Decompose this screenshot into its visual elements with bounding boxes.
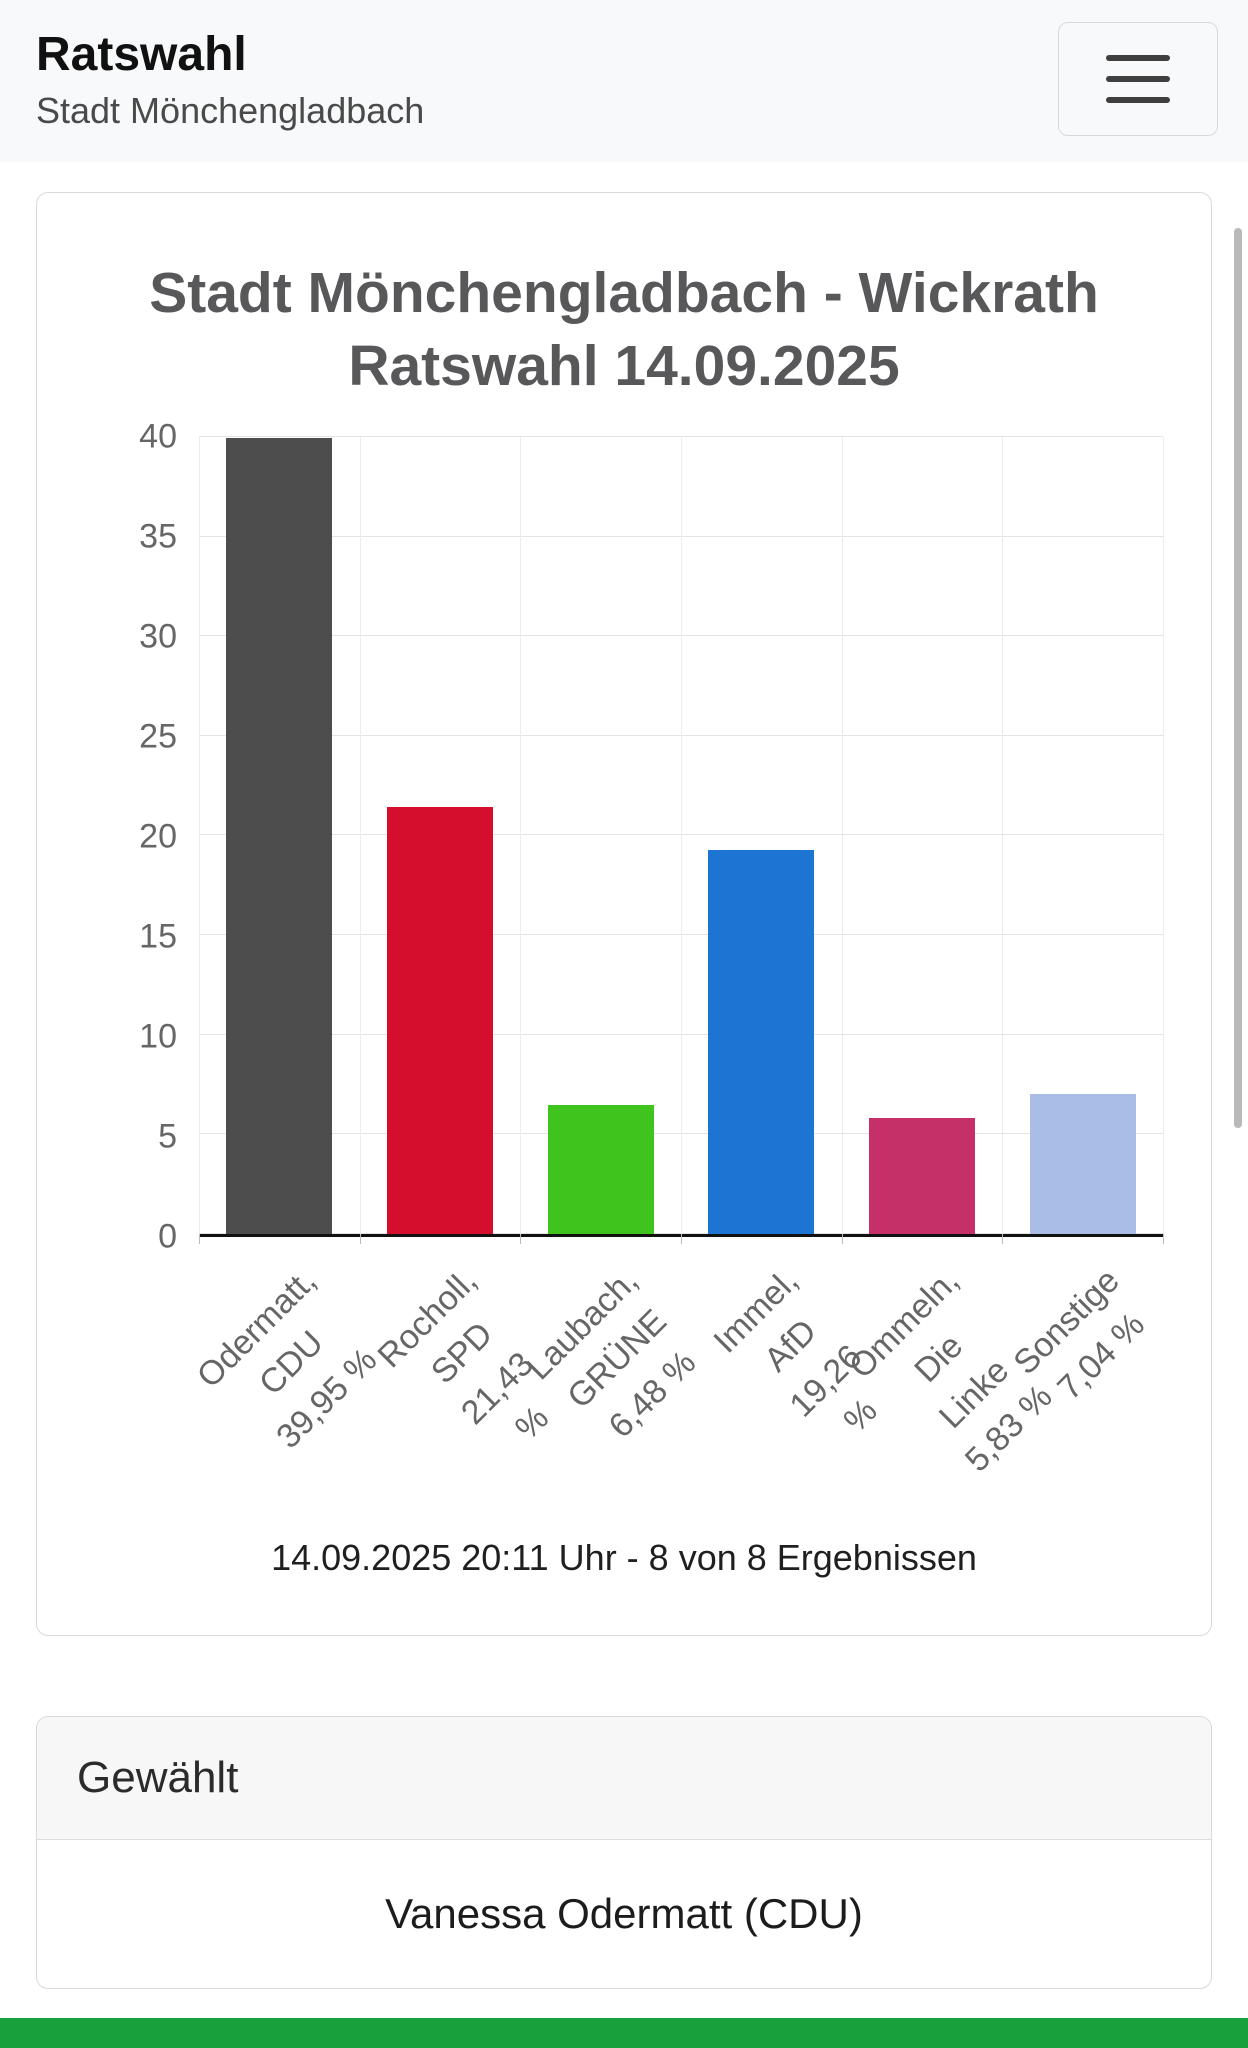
chart-title-line-2: Ratswahl 14.09.2025 (348, 333, 900, 398)
axis-tick (681, 1233, 682, 1244)
scrollbar[interactable] (1234, 228, 1242, 1128)
v-gridline (841, 436, 843, 1234)
chart-bar[interactable] (1029, 1093, 1136, 1234)
y-axis-tick-label: 10 (139, 1017, 177, 1056)
axis-tick (1163, 1233, 1164, 1244)
v-gridline (1163, 436, 1164, 1234)
v-gridline (199, 436, 200, 1234)
axis-tick (359, 1233, 361, 1244)
chart-bar[interactable] (386, 806, 493, 1234)
chart-caption: 14.09.2025 20:11 Uhr - 8 von 8 Ergebniss… (271, 1536, 977, 1578)
y-axis-tick-label: 20 (139, 817, 177, 856)
elected-person: Vanessa Odermatt (CDU) (385, 1889, 863, 1937)
hamburger-icon (1106, 97, 1170, 103)
chart-title: Stadt Mönchengladbach - Wickrath Ratswah… (67, 257, 1181, 403)
app-header: Ratswahl Stadt Mönchengladbach (0, 0, 1248, 162)
next-section-strip (0, 2018, 1248, 2048)
axis-tick (199, 1233, 200, 1244)
axis-tick (1002, 1233, 1004, 1244)
menu-button[interactable] (1058, 22, 1218, 136)
app-title-block: Ratswahl Stadt Mönchengladbach (36, 27, 424, 132)
x-axis-label-text: Odermatt, CDU 39,95 % (189, 1261, 385, 1456)
y-axis-tick-label: 25 (139, 717, 177, 756)
v-gridline (681, 436, 682, 1234)
y-axis-tick-label: 35 (139, 517, 177, 556)
hamburger-icon (1106, 55, 1170, 61)
y-axis-tick-label: 15 (139, 917, 177, 956)
y-axis-tick-label: 30 (139, 617, 177, 656)
y-axis-tick-label: 0 (158, 1217, 177, 1256)
axis-tick (841, 1233, 843, 1244)
chart-bar[interactable] (868, 1117, 975, 1234)
axis-tick (520, 1233, 522, 1244)
chart-card: Stadt Mönchengladbach - Wickrath Ratswah… (36, 192, 1212, 1636)
app-title: Ratswahl (36, 27, 247, 81)
app-subtitle: Stadt Mönchengladbach (36, 89, 425, 131)
chart-title-line-1: Stadt Mönchengladbach - Wickrath (149, 261, 1099, 325)
v-gridline (520, 436, 522, 1234)
bar-chart: 0 5 10 15 20 25 30 35 40 Odermatt, CDU 39,95 % Ro… (83, 417, 1164, 1479)
v-gridline (359, 436, 361, 1234)
bar-plot: Odermatt, CDU 39,95 % Rocholl, SPD 21,43 … (190, 435, 1164, 1479)
y-axis: 0 5 10 15 20 25 30 35 40 (83, 417, 199, 1255)
result-card: Gewählt Vanessa Odermatt (CDU) (36, 1715, 1212, 1989)
chart-bar[interactable] (226, 437, 333, 1234)
v-gridline (1002, 436, 1004, 1234)
chart-bar[interactable] (708, 850, 815, 1234)
main-content: Stadt Mönchengladbach - Wickrath Ratswah… (0, 162, 1248, 1989)
h-gridline (199, 435, 1163, 437)
hamburger-icon (1106, 76, 1170, 82)
chart-bar[interactable] (547, 1104, 654, 1234)
y-axis-tick-label: 5 (158, 1117, 177, 1156)
y-axis-tick-label: 40 (139, 417, 177, 456)
result-card-header: Gewählt (37, 1716, 1211, 1840)
